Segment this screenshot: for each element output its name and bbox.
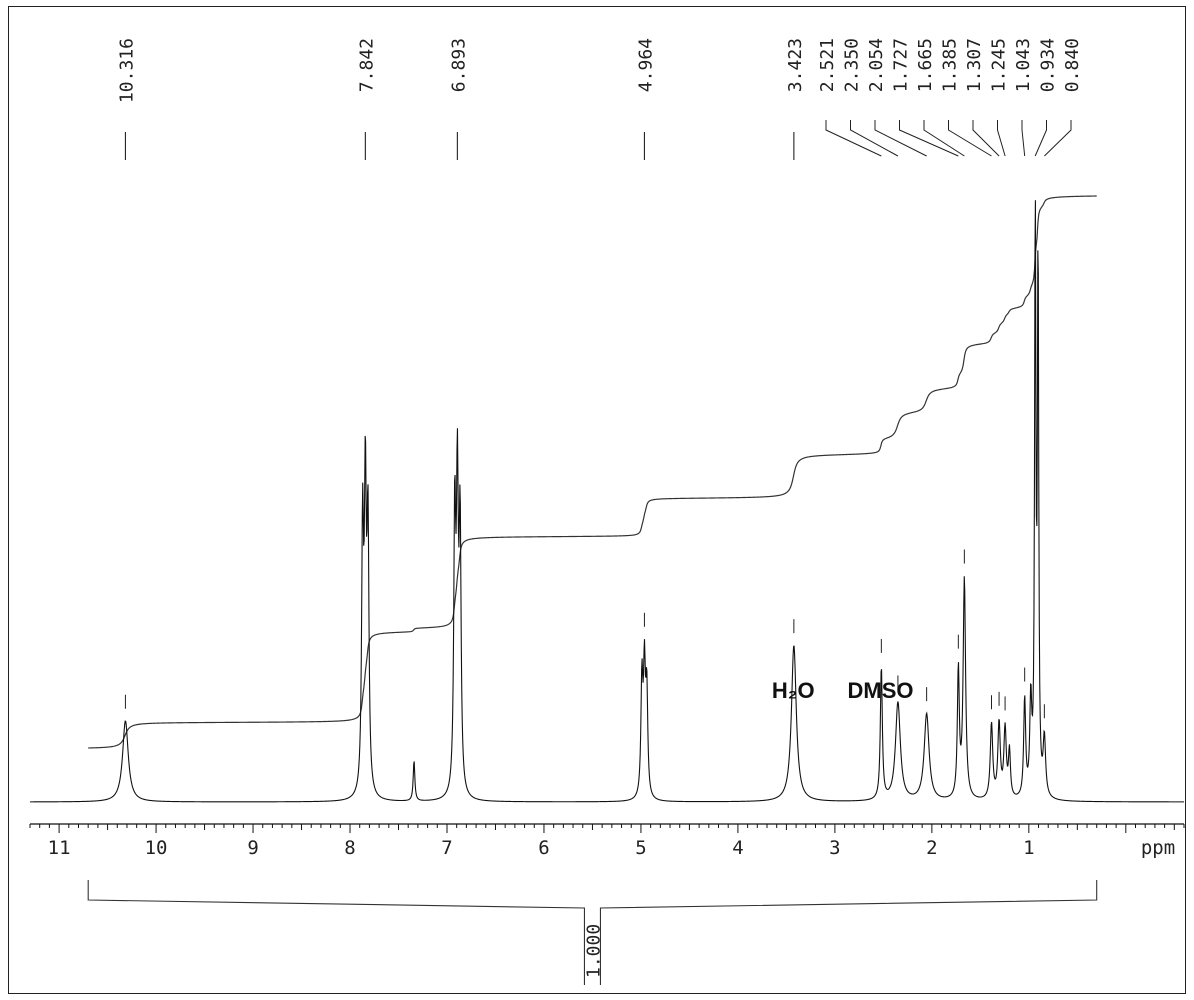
integral-curve — [88, 195, 1097, 749]
peak-shift-label: 4.964 — [635, 38, 656, 92]
x-tick-label: 8 — [344, 837, 355, 859]
peak-shift-label: 2.054 — [866, 38, 887, 92]
peak-shift-label: 0.840 — [1062, 38, 1083, 92]
peak-shift-label: 1.043 — [1013, 38, 1034, 92]
integral-bracket-right — [599, 880, 1098, 985]
peak-label-leader — [1021, 120, 1026, 157]
spectrum-line — [30, 200, 1185, 803]
x-tick-label: 11 — [48, 837, 71, 859]
x-tick-label: 10 — [145, 837, 168, 859]
peak-shift-label: 2.521 — [817, 38, 838, 92]
peak-shift-label: 1.245 — [989, 38, 1010, 92]
x-tick-label: 5 — [635, 837, 646, 859]
peak-label-leader — [948, 120, 992, 157]
x-tick-label: 1 — [1023, 837, 1034, 859]
x-unit-label: ppm — [1141, 837, 1175, 859]
integral-value-label: 1.000 — [584, 924, 605, 978]
x-tick-label: 6 — [538, 837, 549, 859]
peak-label-leader — [1034, 120, 1047, 157]
solvent-annotation: H₂O — [772, 678, 815, 703]
peak-label-leader — [1044, 120, 1072, 157]
peak-shift-label: 2.350 — [842, 38, 863, 92]
peak-marker-group — [124, 549, 1045, 719]
peak-shift-label: 3.423 — [785, 38, 806, 92]
x-axis: 11 10 9 8 7 6 5 4 3 2 1 ppm — [29, 823, 1185, 859]
peak-shift-label: 1.385 — [940, 38, 961, 92]
x-tick-label: 4 — [732, 837, 743, 859]
peak-label-leader — [874, 120, 927, 157]
peak-label-leader — [899, 120, 959, 157]
peak-label-group: 10.316 7.842 6.893 4.964 3.423 2.521 2.350 2.05… — [116, 38, 1083, 160]
peak-shift-label: 10.316 — [116, 38, 137, 103]
peak-shift-label: 1.665 — [915, 38, 936, 92]
solvent-annotation: DMSO — [848, 678, 914, 703]
integral-bracket-left — [87, 880, 586, 985]
integral-bracket: 1.000 — [87, 880, 1098, 985]
peak-label-leader — [972, 120, 1000, 157]
peak-shift-label: 1.727 — [891, 38, 912, 92]
x-tick-label: 7 — [441, 837, 452, 859]
peak-shift-label: 6.893 — [448, 38, 469, 92]
annotation-group: H₂O DMSO — [772, 678, 914, 703]
peak-label-leader — [923, 120, 965, 157]
peak-label-leader — [997, 120, 1006, 157]
x-tick-label: 2 — [926, 837, 937, 859]
peak-shift-label: 1.307 — [964, 38, 985, 92]
peak-shift-label: 0.934 — [1038, 38, 1059, 92]
peak-label-leader — [850, 120, 899, 157]
chart-frame — [8, 6, 1186, 994]
x-tick-label: 3 — [829, 837, 840, 859]
peak-label-leader — [825, 120, 882, 157]
peak-shift-label: 7.842 — [356, 38, 377, 92]
x-tick-label: 9 — [247, 837, 258, 859]
